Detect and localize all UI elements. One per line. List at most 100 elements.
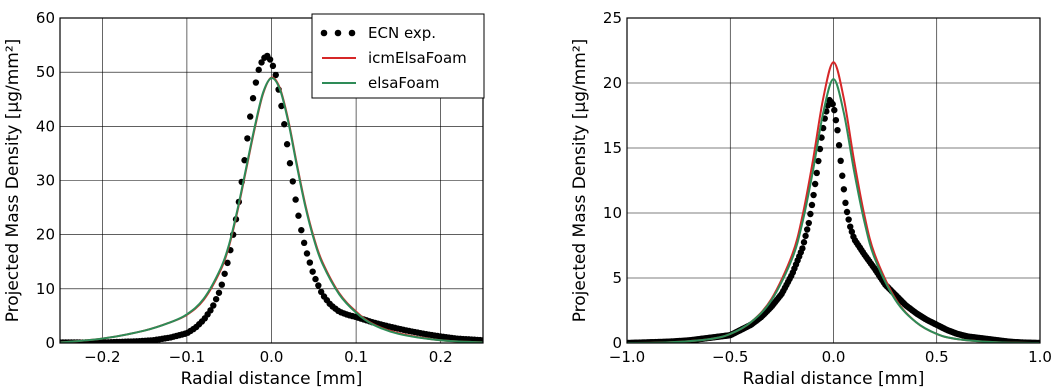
data-point-ecn bbox=[212, 295, 220, 303]
data-point-ecn bbox=[241, 157, 248, 164]
data-point-ecn bbox=[210, 302, 217, 309]
y-tick-label: 40 bbox=[36, 117, 55, 135]
data-point-ecn bbox=[244, 135, 251, 142]
data-point-ecn bbox=[258, 59, 265, 66]
data-point-ecn bbox=[803, 226, 811, 233]
data-point-ecn bbox=[249, 95, 257, 102]
y-tick-label: 30 bbox=[36, 172, 55, 190]
data-point-ecn bbox=[317, 288, 325, 296]
data-point-ecn bbox=[315, 282, 322, 289]
data-point-ecn bbox=[816, 145, 824, 153]
legend-entry-elsafoam: elsaFoam bbox=[322, 74, 439, 92]
data-point-ecn bbox=[847, 223, 854, 230]
legend-marker-dot bbox=[334, 29, 342, 37]
data-point-ecn bbox=[837, 157, 844, 165]
series-line-elsafoam bbox=[627, 78, 1040, 343]
data-point-ecn bbox=[800, 239, 808, 246]
data-point-ecn bbox=[278, 102, 285, 110]
data-point-ecn bbox=[829, 100, 836, 108]
data-point-ecn bbox=[266, 56, 274, 63]
data-point-ecn bbox=[834, 127, 841, 134]
plot-frame bbox=[626, 17, 1041, 344]
data-point-ecn bbox=[295, 212, 302, 219]
data-point-ecn bbox=[845, 216, 852, 223]
y-tick-label: 10 bbox=[603, 204, 622, 222]
data-point-ecn bbox=[839, 172, 846, 179]
data-point-ecn bbox=[281, 121, 288, 128]
y-tick-label: 20 bbox=[36, 226, 55, 244]
data-point-ecn bbox=[835, 142, 843, 149]
data-point-ecn bbox=[207, 307, 214, 314]
plot-frame bbox=[59, 17, 484, 344]
data-point-ecn bbox=[808, 201, 816, 209]
data-point-ecn bbox=[292, 196, 299, 203]
data-point-ecn bbox=[303, 250, 311, 257]
y-tick-label: 15 bbox=[603, 139, 622, 157]
series-group bbox=[627, 61, 1040, 343]
data-point-ecn bbox=[247, 113, 254, 120]
x-tick-label: −0.5 bbox=[712, 348, 748, 366]
x-tick-label: −0.2 bbox=[84, 348, 120, 366]
data-point-ecn bbox=[811, 180, 819, 188]
data-point-ecn bbox=[215, 289, 223, 296]
data-point-ecn bbox=[843, 208, 851, 216]
chart-right: −1.0 −0.5 0.0 0.5 1.0 0 5 10 15 20 25 Radial distan… bbox=[570, 9, 1052, 389]
data-point-ecn bbox=[312, 275, 319, 283]
legend-marker-dot bbox=[320, 29, 328, 37]
data-point-ecn bbox=[805, 219, 812, 227]
data-point-ecn bbox=[799, 245, 806, 252]
legend-marker-dot bbox=[348, 29, 356, 37]
data-point-ecn bbox=[848, 228, 856, 235]
x-tick-label: 0.5 bbox=[925, 348, 949, 366]
x-tick-label: 0.1 bbox=[344, 348, 368, 366]
y-axis-label: Projected Mass Density [μg/mm²] bbox=[3, 39, 23, 323]
legend-label-elsafoam: elsaFoam bbox=[368, 74, 439, 92]
y-tick-label: 25 bbox=[603, 9, 622, 27]
data-point-ecn bbox=[255, 66, 262, 74]
data-point-ecn bbox=[810, 191, 817, 199]
y-tick-label: 0 bbox=[612, 334, 622, 352]
y-tick-label: 60 bbox=[36, 9, 55, 27]
x-tick-label: −0.1 bbox=[169, 348, 205, 366]
data-point-ecn bbox=[283, 141, 291, 148]
x-tick-label: 1.0 bbox=[1028, 348, 1052, 366]
x-tick-label: 0.0 bbox=[822, 348, 846, 366]
y-axis-label: Projected Mass Density [μg/mm²] bbox=[570, 39, 590, 323]
y-tick-label: 20 bbox=[603, 74, 622, 92]
x-axis-label: Radial distance [mm] bbox=[743, 369, 925, 388]
data-point-ecn bbox=[802, 232, 809, 240]
data-point-ecn bbox=[286, 160, 294, 167]
data-point-ecn bbox=[807, 210, 814, 218]
data-point-ecn bbox=[300, 239, 308, 247]
data-point-ecn bbox=[221, 270, 228, 277]
x-tick-label: 0.0 bbox=[260, 348, 284, 366]
chart-left: −0.2 −0.1 0.0 0.1 0.2 0 10 20 30 40 50 60 Radial dis… bbox=[3, 9, 484, 389]
data-point-ecn bbox=[831, 106, 838, 114]
legend-label-icmelsafoam: icmElsaFoam bbox=[368, 49, 467, 67]
data-point-ecn bbox=[224, 259, 231, 267]
y-tick-label: 50 bbox=[36, 63, 55, 81]
data-point-ecn bbox=[269, 62, 277, 70]
data-point-ecn bbox=[818, 134, 825, 141]
data-point-ecn bbox=[272, 71, 279, 79]
data-point-ecn bbox=[832, 116, 840, 124]
data-point-ecn bbox=[298, 226, 305, 234]
x-tick-label: −1.0 bbox=[609, 348, 645, 366]
legend-entry-icmelsafoam: icmElsaFoam bbox=[322, 49, 467, 67]
data-point-ecn bbox=[309, 268, 316, 275]
data-point-ecn bbox=[815, 157, 822, 165]
x-tick-label: 0.2 bbox=[429, 348, 453, 366]
data-point-ecn bbox=[842, 199, 849, 207]
legend-label-ecn: ECN exp. bbox=[368, 24, 436, 42]
data-point-ecn bbox=[252, 79, 260, 86]
data-point-ecn bbox=[840, 186, 848, 193]
legend: ECN exp. icmElsaFoam elsaFoam bbox=[311, 13, 485, 99]
y-tick-label: 0 bbox=[45, 334, 55, 352]
data-point-ecn bbox=[218, 281, 226, 288]
y-tick-label: 10 bbox=[36, 280, 55, 298]
data-point-ecn bbox=[289, 178, 296, 185]
x-axis-label: Radial distance [mm] bbox=[181, 369, 363, 388]
data-point-ecn bbox=[813, 169, 820, 177]
